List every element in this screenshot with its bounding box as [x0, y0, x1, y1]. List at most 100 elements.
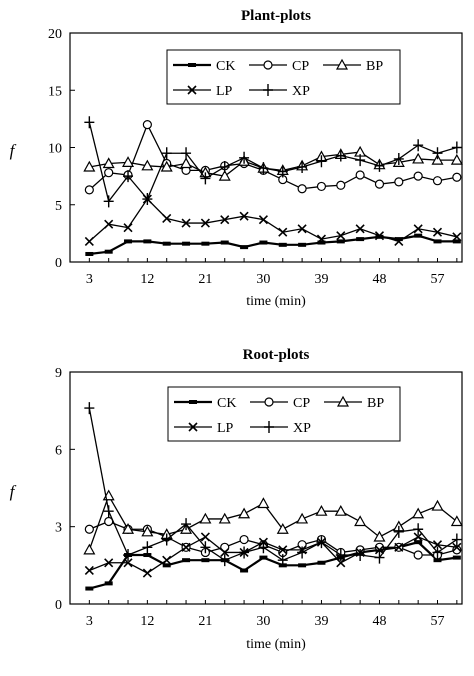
data-point-xp [123, 549, 134, 562]
data-point-ck [201, 241, 210, 246]
data-point-ck [124, 239, 133, 244]
data-point-bp [450, 515, 463, 527]
data-point-ck [317, 240, 326, 245]
x-tick-label: 48 [372, 614, 386, 629]
data-point-lp [278, 227, 288, 237]
data-point-xp [84, 402, 95, 415]
legend-marker [264, 421, 274, 433]
legend-entry-xp: XP [250, 421, 311, 436]
y-tick-label: 3 [55, 521, 62, 536]
x-tick-label: 21 [198, 272, 212, 287]
chart-title: Root-plots [243, 347, 310, 363]
data-point-bp [160, 160, 173, 172]
legend-marker [335, 58, 349, 70]
series-lp [84, 194, 462, 246]
data-point-ck [375, 234, 384, 239]
data-point-ck [259, 240, 268, 245]
data-point-ck [356, 237, 365, 242]
data-point-lp [278, 545, 288, 555]
data-point-bp [315, 504, 328, 516]
data-point-lp [181, 542, 191, 552]
series-line-xp [88, 122, 458, 203]
legend-marker [336, 395, 350, 407]
data-point-ck [143, 553, 152, 558]
data-point-xp [239, 151, 250, 164]
legend-entry-bp: BP [323, 58, 383, 74]
data-point-lp [84, 565, 94, 576]
data-point-bp [122, 523, 135, 534]
legend-marker [263, 60, 273, 70]
data-point-cp [336, 180, 346, 190]
data-point-xp [142, 193, 153, 206]
data-point-lp [220, 215, 230, 225]
data-point-lp [220, 547, 230, 558]
legend-label: LP [216, 84, 233, 99]
legend-marker [188, 422, 198, 432]
data-point-cp [142, 119, 152, 130]
data-point-lp [355, 224, 365, 234]
legend-entry-xp: XP [249, 84, 310, 99]
legend-entry-cp: CP [250, 396, 310, 411]
legend-box [166, 49, 401, 105]
data-point-lp [452, 232, 462, 242]
y-tick-label: 9 [55, 366, 62, 381]
data-point-xp [316, 536, 327, 549]
data-point-lp [374, 545, 385, 555]
data-point-lp [432, 227, 443, 237]
data-point-cp [394, 177, 404, 187]
x-tick-label: 12 [140, 614, 154, 629]
chart-1: Root-plots 0 3 6 9 3 12 21 30 39 48 57 time (min) f CK… [10, 347, 463, 652]
x-tick-label: 12 [140, 272, 154, 287]
data-point-xp [335, 549, 346, 562]
x-axis: 3 12 21 30 39 48 57 [86, 600, 458, 629]
data-point-bp [122, 156, 135, 167]
data-point-bp [431, 153, 444, 165]
x-axis-label: time (min) [246, 637, 306, 652]
data-point-ck [162, 563, 171, 568]
data-point-ck [452, 555, 461, 560]
legend-entry-bp: BP [324, 395, 384, 411]
data-point-lp [123, 223, 133, 233]
legend-entry-cp: CP [249, 59, 309, 74]
data-point-xp [258, 162, 269, 175]
data-point-lp [297, 224, 307, 234]
data-point-xp [393, 525, 404, 538]
data-point-xp [451, 141, 462, 154]
data-point-xp [316, 155, 327, 168]
data-point-xp [374, 551, 385, 564]
data-point-cp [452, 545, 462, 555]
data-point-bp [83, 160, 96, 172]
data-point-bp [257, 497, 270, 509]
data-point-xp [355, 549, 366, 562]
data-point-ck [220, 240, 229, 245]
data-point-lp [432, 540, 443, 550]
data-point-ck [240, 245, 249, 250]
data-point-ck [104, 249, 113, 254]
data-point-ck [336, 239, 345, 244]
data-point-xp [161, 533, 172, 546]
legend-box [167, 386, 401, 442]
legend-label: BP [367, 396, 384, 411]
data-point-bp [373, 530, 386, 542]
data-point-bp [412, 152, 425, 164]
data-point-lp [316, 234, 327, 244]
x-tick-label: 21 [198, 614, 212, 629]
chart-title: Plant-plots [241, 8, 311, 24]
chart-0: Plant-plots 0 5 10 15 20 3 12 21 30 39 48 57 time (mi… [10, 8, 463, 309]
data-point-cp [297, 184, 307, 194]
data-point-xp [432, 147, 443, 160]
legend-label: CP [293, 396, 310, 411]
data-point-xp [103, 195, 114, 208]
data-point-cp [413, 171, 423, 181]
data-point-cp [452, 172, 462, 182]
series-cp [84, 119, 462, 195]
data-point-bp [450, 153, 463, 165]
data-point-ck [143, 239, 152, 244]
series-lp [84, 532, 462, 578]
data-point-bp [412, 507, 425, 519]
data-point-xp [297, 160, 308, 173]
data-point-xp [335, 149, 346, 162]
data-point-cp [432, 176, 443, 186]
data-point-lp [162, 555, 172, 565]
data-point-ck [182, 558, 191, 563]
